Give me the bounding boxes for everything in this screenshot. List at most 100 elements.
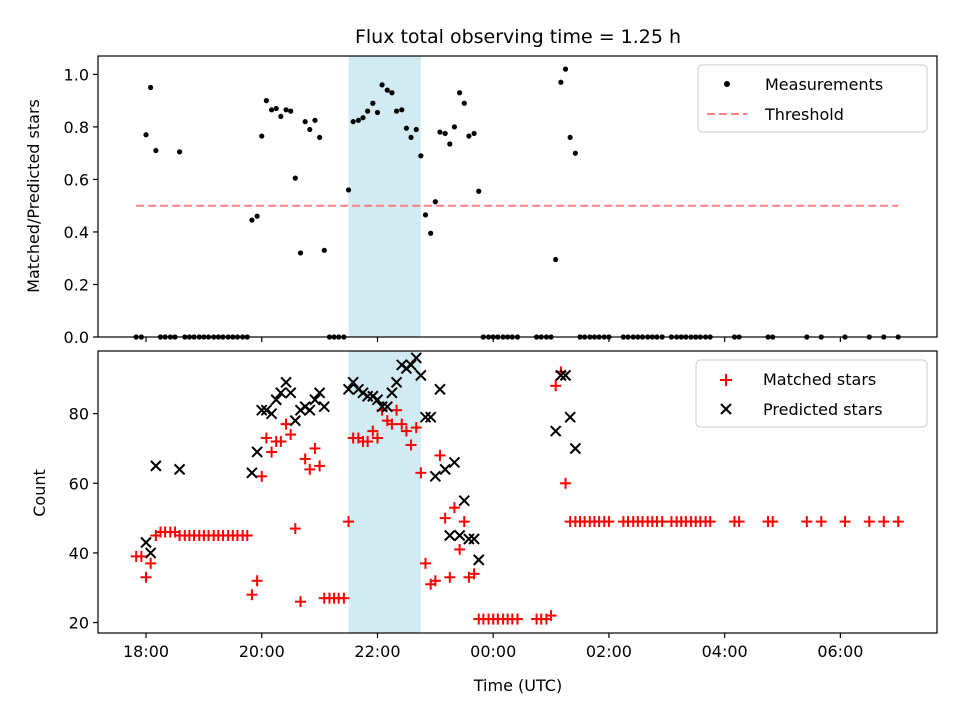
- predicted-star-marker: [429, 470, 442, 483]
- matched-star-marker: [289, 523, 301, 535]
- matched-star-marker: [343, 516, 355, 528]
- predicted-star-marker: [419, 411, 432, 423]
- predicted-star-marker: [444, 529, 456, 542]
- predicted-star-marker: [434, 383, 446, 396]
- matched-star-marker: [280, 418, 292, 430]
- top-y-tick-label: 0.6: [64, 170, 89, 189]
- matched-star-marker: [656, 516, 668, 528]
- predicted-star-marker: [150, 460, 162, 472]
- measurement-point: [288, 108, 294, 114]
- measurement-point: [345, 187, 352, 193]
- predicted-star-marker: [318, 400, 330, 413]
- predicted-star-marker: [265, 407, 278, 420]
- matched-star-marker: [458, 516, 470, 528]
- predicted-star-marker: [173, 463, 186, 476]
- measurement-point: [428, 230, 434, 236]
- matched-star-marker: [285, 429, 297, 441]
- matched-star-marker: [314, 460, 326, 472]
- predicted-star-marker: [448, 456, 461, 469]
- measurement-point: [418, 153, 424, 159]
- matched-star-marker: [400, 425, 412, 437]
- predicted-star-marker: [309, 394, 321, 406]
- measurement-point: [553, 256, 559, 263]
- legend-predicted-label: Predicted stars: [763, 400, 883, 419]
- matched-star-marker: [434, 449, 446, 461]
- measurement-point: [562, 66, 569, 72]
- predicted-star-marker: [453, 529, 466, 542]
- top-observing-window-span: [348, 56, 421, 337]
- x-tick-label: 22:00: [354, 642, 400, 661]
- matched-star-marker: [391, 404, 403, 416]
- matched-star-marker: [733, 516, 745, 528]
- measurement-point: [153, 147, 159, 154]
- top-panel: 0.0 0.2 0.4 0.6 0.8 1.0 Flux total observing …: [24, 26, 938, 347]
- predicted-star-marker: [342, 383, 355, 396]
- measurement-point: [317, 134, 323, 141]
- matched-star-marker: [367, 425, 379, 437]
- measurement-point: [254, 213, 260, 219]
- measurement-point: [355, 117, 361, 123]
- measurement-point: [558, 79, 564, 85]
- matched-star-marker: [892, 516, 904, 528]
- predicted-star-marker: [381, 400, 394, 413]
- predicted-star-marker: [390, 376, 403, 389]
- bot-y-tick-label: 20: [69, 614, 89, 633]
- measurement-point: [176, 149, 183, 155]
- measurement-point: [374, 109, 381, 116]
- top-y-tick-label: 0.0: [64, 328, 89, 347]
- top-y-tick-label: 0.2: [64, 275, 89, 294]
- bot-y-tick-label: 40: [69, 544, 89, 563]
- predicted-star-marker: [424, 411, 437, 423]
- predicted-star-marker: [405, 359, 417, 371]
- matched-star-marker: [444, 571, 456, 583]
- predicted-star-marker: [256, 404, 268, 416]
- matched-star-marker: [241, 530, 253, 542]
- predicted-star-marker: [144, 547, 157, 559]
- predicted-star-marker: [386, 387, 398, 399]
- predicted-star-marker: [473, 554, 485, 566]
- measurement-point: [432, 199, 438, 205]
- bot-y-tick-label: 80: [69, 405, 89, 424]
- top-legend-box: [697, 64, 928, 133]
- measurement-point: [312, 117, 318, 123]
- predicted-star-marker: [371, 394, 384, 406]
- measurement-point: [413, 126, 419, 133]
- matched-star-marker: [256, 470, 268, 482]
- measurement-point: [422, 212, 429, 218]
- top-axes-frame: [97, 55, 938, 338]
- measurement-point: [278, 113, 284, 120]
- predicted-star-marker: [439, 463, 451, 476]
- measurement-point: [399, 107, 405, 113]
- matched-star-marker: [454, 543, 466, 555]
- bot-y-tick-label: 60: [69, 474, 89, 493]
- matched-star-marker: [140, 571, 152, 583]
- measurement-point: [259, 133, 265, 139]
- measurement-point: [403, 125, 410, 131]
- top-y-axis-label: Matched/Predicted stars: [24, 99, 43, 293]
- predicted-star-marker: [270, 394, 282, 406]
- top-legend: Measurements Threshold: [697, 64, 928, 133]
- x-axis-label: Time (UTC): [473, 676, 562, 695]
- measurement-point: [379, 82, 385, 88]
- matched-star-marker: [260, 432, 272, 444]
- predicted-star-marker: [280, 376, 292, 389]
- matched-star-marker: [429, 575, 441, 587]
- predicted-star-marker: [415, 369, 427, 382]
- measurement-point: [461, 100, 467, 106]
- matched-star-marker: [396, 418, 408, 430]
- matched-star-marker: [145, 557, 157, 569]
- matched-star-marker: [839, 516, 851, 528]
- measurement-point: [567, 134, 573, 141]
- measurement-point: [408, 134, 414, 141]
- matched-star-marker: [878, 516, 890, 528]
- x-tick-label: 00:00: [470, 642, 516, 661]
- measurement-point: [466, 133, 472, 139]
- predicted-star-marker: [275, 387, 287, 399]
- x-tick-label: 18:00: [123, 642, 169, 661]
- measurement-point: [451, 124, 458, 130]
- top-y-tick-label: 0.8: [64, 118, 89, 137]
- matched-star-marker: [266, 446, 278, 458]
- matched-star-marker: [704, 516, 716, 528]
- measurement-point: [360, 115, 366, 121]
- matched-star-marker: [338, 592, 350, 604]
